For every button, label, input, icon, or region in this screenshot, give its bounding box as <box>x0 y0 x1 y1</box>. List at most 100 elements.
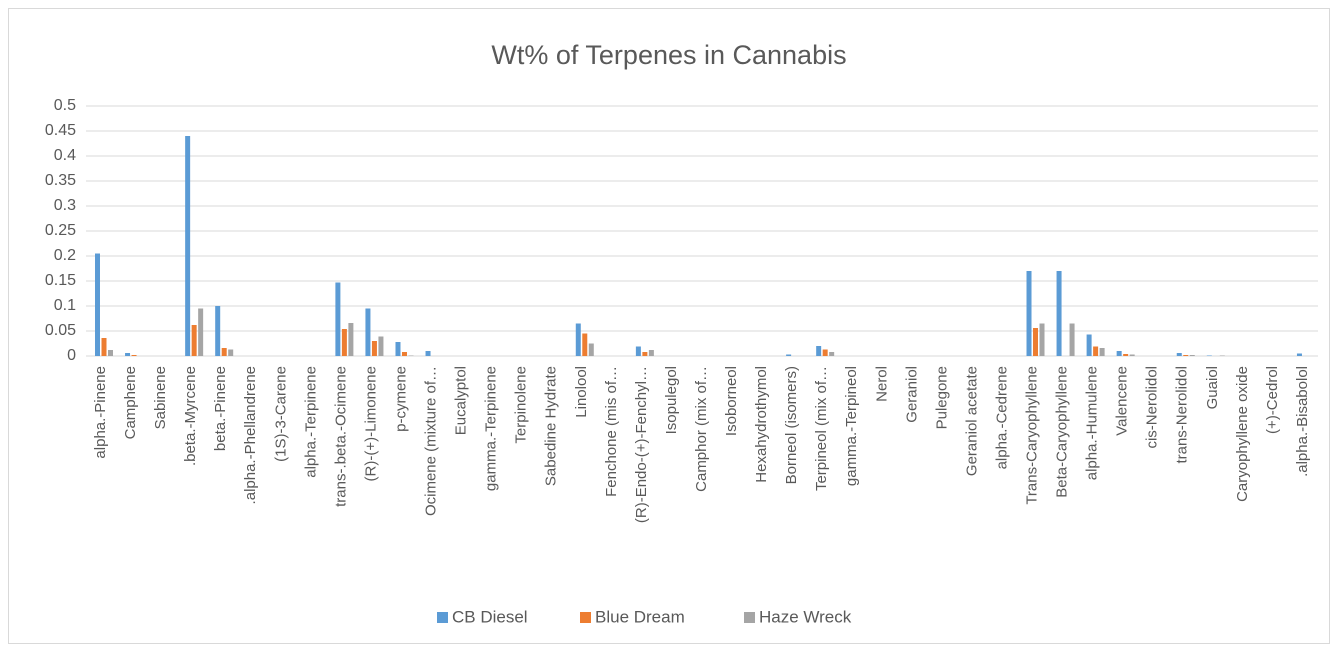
bar <box>1069 323 1075 356</box>
legend-label: CB Diesel <box>452 607 528 626</box>
bar <box>648 350 654 356</box>
bar <box>198 308 204 356</box>
x-tick-label: beta.-Pinene <box>212 366 229 451</box>
bar <box>582 333 588 356</box>
bar <box>588 343 594 356</box>
x-tick-label: Guaiol <box>1204 366 1221 409</box>
x-tick-label: Pulegone <box>933 366 950 429</box>
legend-swatch <box>437 612 448 623</box>
bar <box>401 352 407 356</box>
x-tick-label: Hexahydrothymol <box>753 366 770 483</box>
x-tick-label: Trans-Caryophyllene <box>1024 366 1041 505</box>
x-tick-label: Caryophyllene oxide <box>1234 366 1251 502</box>
x-tick-label: p-cymene <box>392 366 409 432</box>
bar <box>1086 334 1092 356</box>
bar <box>95 253 100 356</box>
bar <box>1116 351 1122 356</box>
x-tick-label: .alpha.-Phellandrene <box>242 366 259 504</box>
x-tick-label: alpha.-Terpinene <box>302 366 319 478</box>
bar <box>1033 328 1039 356</box>
bar <box>125 353 131 356</box>
bar <box>1206 355 1212 356</box>
x-tick-label: trans-.beta.-Ocimene <box>332 366 349 507</box>
x-tick-label: (1S)-3-Carene <box>272 366 289 462</box>
x-tick-label: .beta.-Myrcene <box>182 366 199 466</box>
bar <box>395 342 401 356</box>
x-tick-label: Sabedine Hydrate <box>543 366 560 486</box>
bar <box>1099 348 1105 356</box>
x-tick-label: Nerol <box>873 366 890 402</box>
bar <box>408 355 414 356</box>
y-tick-label: 0.05 <box>45 322 76 339</box>
bar <box>365 308 371 356</box>
bar <box>1189 355 1195 356</box>
x-tick-label: alpha.-Pinene <box>92 366 109 459</box>
y-tick-label: 0.1 <box>54 297 76 314</box>
bar <box>425 351 431 356</box>
bar <box>829 352 835 356</box>
bar <box>108 350 113 356</box>
bar <box>1296 353 1302 356</box>
bar <box>642 352 648 356</box>
bar <box>221 348 227 356</box>
y-tick-label: 0.25 <box>45 222 76 239</box>
x-tick-label: alpha.-Humulene <box>1084 366 1101 480</box>
x-tick-label: gamma.-Terpineol <box>843 366 860 486</box>
bar <box>378 336 384 356</box>
y-tick-label: 0.35 <box>45 172 76 189</box>
bar <box>131 355 137 356</box>
bar <box>1219 355 1225 356</box>
x-tick-label: gamma.-Terpinene <box>483 366 500 491</box>
y-tick-label: 0.15 <box>45 272 76 289</box>
bar <box>215 306 221 356</box>
y-tick-label: 0 <box>67 347 76 364</box>
legend-label: Blue Dream <box>595 607 685 626</box>
x-tick-label: Borneol (isomers) <box>783 366 800 484</box>
bar <box>1129 354 1135 356</box>
x-tick-label: Linolool <box>573 366 590 418</box>
bar <box>1093 346 1099 356</box>
bar <box>348 323 354 356</box>
bar <box>1183 355 1189 356</box>
bar <box>228 349 234 356</box>
x-tick-label: Beta-Caryophyllene <box>1054 366 1071 498</box>
x-tick-label: Eucalyptol <box>453 366 470 435</box>
bar <box>335 282 341 356</box>
y-tick-label: 0.4 <box>54 147 76 164</box>
bar <box>191 325 197 356</box>
x-tick-label: (+)-Cedrol <box>1264 366 1281 434</box>
x-tick-label: Sabinene <box>152 366 169 429</box>
bar <box>371 341 377 356</box>
legend-label: Haze Wreck <box>759 607 852 626</box>
bar <box>786 354 792 356</box>
y-tick-label: 0.45 <box>45 122 76 139</box>
x-tick-label: Camphene <box>122 366 139 439</box>
x-tick-label: Ocimene (mixture of… <box>423 366 440 516</box>
x-tick-label: Valencene <box>1114 366 1131 436</box>
x-tick-label: Isoborneol <box>723 366 740 436</box>
y-tick-label: 0.3 <box>54 197 76 214</box>
chart-border <box>8 8 1330 644</box>
chart-title: Wt% of Terpenes in Cannabis <box>491 40 846 70</box>
x-tick-label: Geraniol acetate <box>963 366 980 476</box>
x-tick-label: Camphor (mix of… <box>693 366 710 492</box>
x-tick-label: Fenchone (mis of… <box>603 366 620 497</box>
x-tick-label: .alpha.-Bisabolol <box>1294 366 1311 477</box>
x-tick-label: (R)-(+)-Limonene <box>362 366 379 481</box>
bar <box>101 338 107 356</box>
x-tick-label: (R)-Endo-(+)-Fenchyl… <box>633 366 650 523</box>
bar <box>1026 271 1032 356</box>
bar <box>575 323 581 356</box>
legend-swatch <box>580 612 591 623</box>
legend-swatch <box>744 612 755 623</box>
x-tick-label: alpha.-Cedrene <box>993 366 1010 469</box>
bar <box>635 346 641 356</box>
bar <box>822 349 828 356</box>
x-tick-label: Terpinolene <box>513 366 530 444</box>
y-tick-label: 0.2 <box>54 247 76 264</box>
bar <box>1056 271 1062 356</box>
bar <box>1123 354 1129 356</box>
x-tick-label: Terpineol (mix of… <box>813 366 830 491</box>
bar <box>341 329 347 356</box>
